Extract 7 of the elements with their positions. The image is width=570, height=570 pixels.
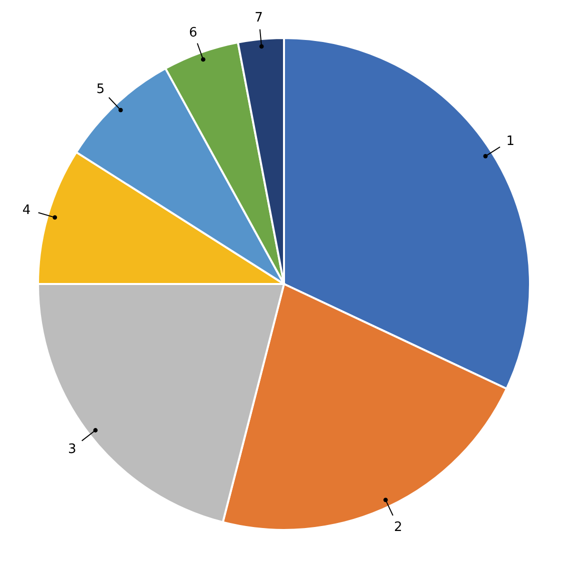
slice-label: 4 bbox=[22, 202, 31, 218]
slice-label: 6 bbox=[189, 25, 198, 40]
slice-label: 3 bbox=[68, 442, 76, 457]
slice-label: 7 bbox=[254, 10, 263, 26]
slice-label: 1 bbox=[506, 134, 515, 149]
slice-label: 2 bbox=[394, 520, 402, 536]
slice-label: 5 bbox=[96, 82, 105, 98]
